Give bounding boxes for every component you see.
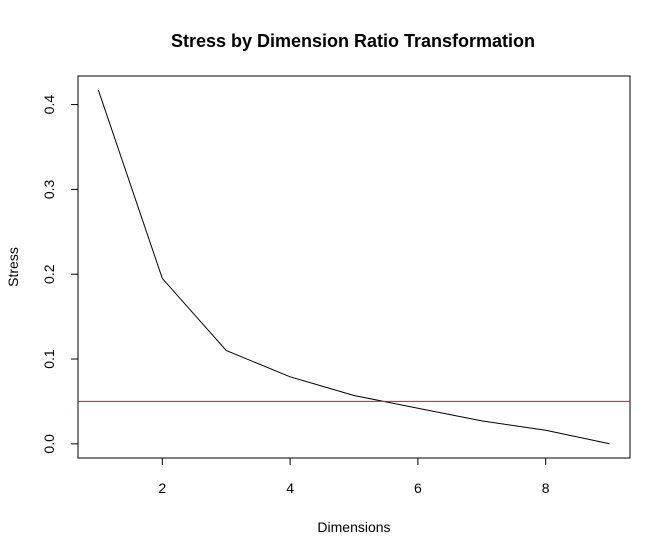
y-tick-label: 0.2 (41, 264, 57, 284)
x-tick-label: 8 (542, 480, 550, 496)
y-tick-label: 0.4 (41, 95, 57, 115)
y-axis-label: Stress (5, 247, 21, 287)
y-axis: 0.0 0.1 0.2 0.3 0.4 (41, 95, 79, 454)
y-tick-label: 0.1 (41, 349, 57, 369)
x-axis: 2 4 6 8 (158, 457, 550, 496)
chart-title: Stress by Dimension Ratio Transformation (171, 31, 535, 51)
y-tick-label: 0.3 (41, 179, 57, 199)
plot-box (77, 75, 631, 459)
x-tick-label: 6 (414, 480, 422, 496)
x-axis-label: Dimensions (317, 519, 390, 535)
y-tick-label: 0.0 (41, 434, 57, 454)
series-line (97, 90, 610, 445)
series-group (78, 90, 630, 445)
x-tick-label: 4 (286, 480, 294, 496)
x-tick-label: 2 (158, 480, 166, 496)
